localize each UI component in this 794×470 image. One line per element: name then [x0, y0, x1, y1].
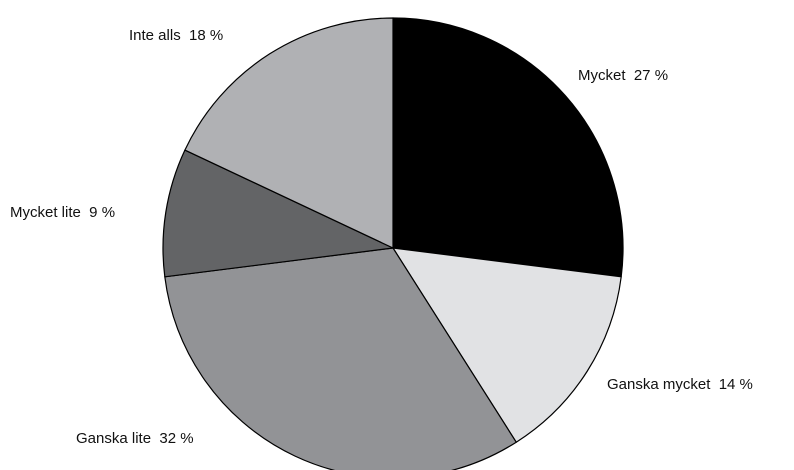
pie-slice-mycket: [392, 17, 624, 278]
pie-slice-ganska-lite: [164, 247, 517, 470]
pie-label-mycket-lite: Mycket lite 9 %: [10, 204, 115, 221]
pie-slices: [162, 17, 624, 470]
pie-slice-inte-alls: [184, 17, 394, 249]
pie-slice-ganska-mycket: [392, 247, 622, 443]
pie-labels: Mycket 27 % Ganska mycket 14 % Ganska lite…: [10, 27, 753, 447]
pie-label-ganska-lite: Ganska lite 32 %: [76, 430, 194, 447]
pie-label-inte-alls: Inte alls 18 %: [129, 27, 223, 44]
pie-slice-mycket-lite: [162, 149, 394, 278]
pie-label-ganska-mycket: Ganska mycket 14 %: [607, 376, 753, 393]
pie-label-mycket: Mycket 27 %: [578, 67, 668, 84]
